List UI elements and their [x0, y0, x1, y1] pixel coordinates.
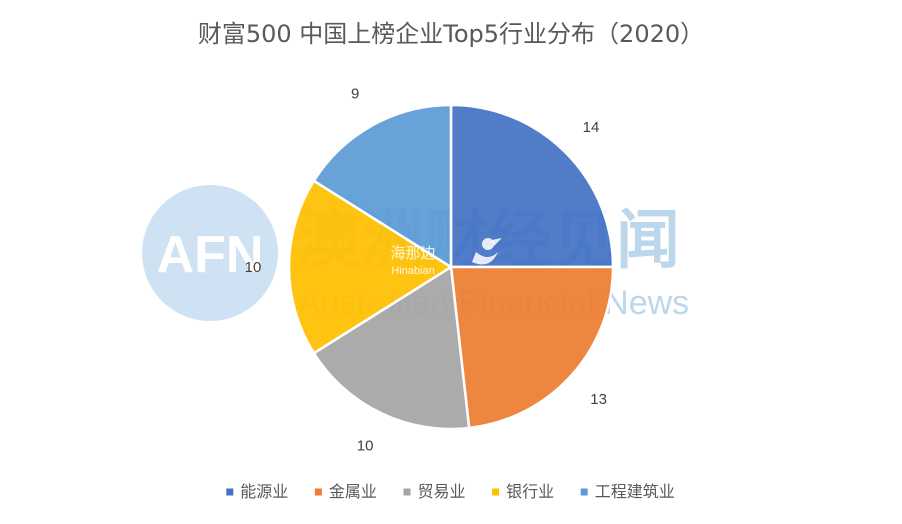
chart-legend: 能源业 金属业 贸易业 银行业 工程建筑业 [226, 482, 675, 501]
hinabian-text-en: Hinabian [391, 265, 434, 277]
pie-slice [312, 103, 453, 269]
legend-label: 贸易业 [418, 482, 466, 501]
pie-data-label: 9 [351, 86, 359, 103]
pie-data-label: 10 [245, 259, 262, 276]
legend-item: 工程建筑业 [580, 482, 675, 501]
legend-item: 金属业 [314, 482, 377, 501]
pie-slice [312, 265, 471, 431]
pie-slice [287, 179, 453, 355]
watermark-overlay: 海那边 Hinabian [390, 238, 502, 277]
pie-data-label: 10 [357, 437, 374, 454]
legend-swatch [314, 488, 322, 496]
pie-data-label: 13 [590, 391, 607, 408]
pie-slice [449, 265, 615, 430]
pie-data-label: 14 [583, 119, 600, 136]
legend-item: 银行业 [492, 482, 554, 501]
legend-swatch [226, 488, 234, 496]
pie-slice [449, 103, 615, 269]
legend-label: 金属业 [329, 482, 377, 501]
legend-item: 贸易业 [403, 482, 466, 501]
hinabian-text-cn: 海那边 [390, 244, 435, 262]
legend-label: 银行业 [506, 482, 554, 501]
afn-logo-circle [142, 185, 278, 321]
legend-swatch [492, 488, 500, 496]
pie-slices [287, 103, 615, 431]
legend-label: 能源业 [240, 482, 288, 501]
chart-title: 财富500 中国上榜企业Top5行业分布（2020） [198, 20, 704, 48]
afn-logo-text: AFN [157, 226, 264, 284]
legend-swatch [403, 488, 411, 496]
pie-data-labels: 14 13 10 10 9 [245, 86, 607, 455]
bird-logo-icon [472, 238, 502, 265]
legend-item: 能源业 [226, 482, 288, 501]
legend-swatch [580, 488, 588, 496]
legend-label: 工程建筑业 [595, 482, 675, 501]
